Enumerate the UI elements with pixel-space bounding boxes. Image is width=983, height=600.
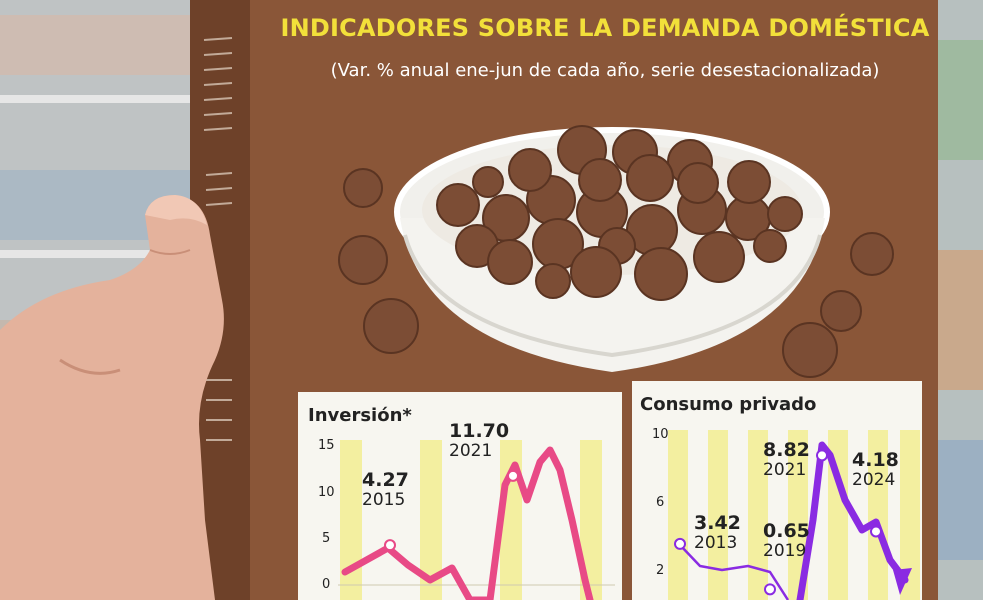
consumo-annotation: 4.18 2024 [852, 450, 899, 490]
year-stripe [420, 440, 442, 600]
inversion-panel-title: Inversión* [308, 405, 412, 426]
inversion-ytick: 15 [318, 438, 335, 453]
year-stripe [868, 430, 888, 600]
annotation-value: 4.18 [852, 449, 899, 471]
inversion-data-point [507, 469, 519, 482]
inversion-ytick: 0 [322, 577, 331, 592]
year-stripe [788, 430, 808, 600]
annotation-year: 2021 [763, 459, 807, 480]
inversion-data-point [384, 539, 396, 552]
consumo-panel-title: Consumo privado [640, 394, 817, 415]
year-stripe [748, 430, 768, 600]
annotation-value: 3.42 [694, 512, 741, 534]
consumo-data-point [816, 449, 828, 462]
inversion-annotation: 11.70 2021 [449, 421, 509, 461]
annotation-year: 2021 [449, 440, 493, 461]
cereal-pieces [338, 125, 894, 378]
annotation-year: 2019 [763, 540, 807, 561]
consumo-data-point [674, 537, 686, 550]
year-stripe [340, 440, 362, 600]
consumo-ytick: 6 [656, 495, 665, 510]
inversion-chart [338, 440, 615, 600]
consumo-data-point [764, 583, 776, 596]
consumo-ytick: 2 [656, 563, 665, 578]
consumo-annotation: 8.82 2021 [763, 440, 810, 480]
consumo-arrowhead [893, 568, 912, 595]
cereal-bowl-illustration [338, 125, 894, 378]
year-stripe [580, 440, 602, 600]
page-subtitle: (Var. % anual ene-jun de cada año, serie… [330, 60, 880, 81]
annotation-year: 2013 [694, 532, 738, 553]
consumo-annotation: 0.65 2019 [763, 521, 810, 561]
consumo-series-line-early [679, 544, 790, 600]
annotation-year: 2024 [852, 469, 896, 490]
annotation-year: 2015 [362, 489, 406, 510]
year-stripe [708, 430, 728, 600]
side-panel-text-lines [203, 37, 233, 441]
annotation-value: 4.27 [362, 469, 409, 491]
consumo-chart [668, 430, 920, 600]
annotation-value: 11.70 [449, 420, 510, 442]
page-title: INDICADORES SOBRE LA DEMANDA DOMÉSTICA [280, 14, 930, 42]
inversion-series-line-early [344, 546, 472, 600]
annotation-value: 0.65 [763, 520, 810, 542]
annotation-value: 8.82 [763, 439, 810, 461]
year-stripe [900, 430, 920, 600]
inversion-ytick: 10 [318, 485, 335, 500]
inversion-annotation: 4.27 2015 [362, 470, 409, 510]
hand [0, 195, 224, 600]
consumo-series-line [796, 441, 909, 600]
consumo-data-point [870, 525, 882, 538]
consumo-ytick: 10 [652, 427, 669, 442]
inversion-ytick: 5 [322, 531, 331, 546]
year-stripe [668, 430, 688, 600]
consumo-annotation: 3.42 2013 [694, 513, 741, 553]
